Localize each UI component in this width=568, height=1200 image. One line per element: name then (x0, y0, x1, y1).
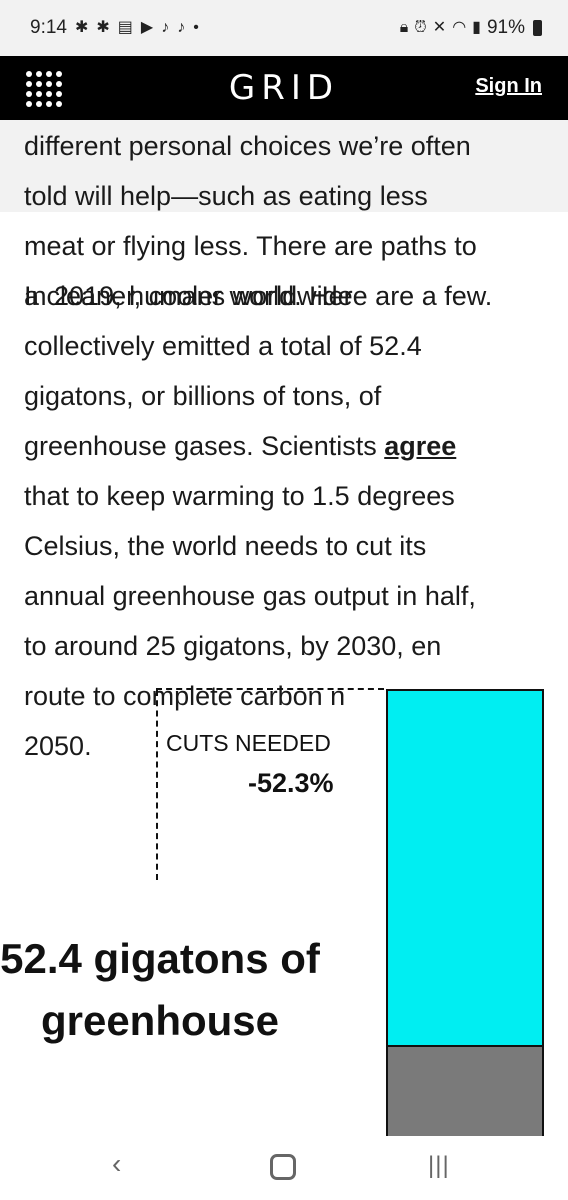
menu-grid-icon[interactable] (26, 71, 62, 107)
status-right: 🔒︎ ⏰︎ ✕ ◠ ▮ 91% (400, 0, 542, 56)
cuts-needed-label: CUTS NEEDED (166, 730, 331, 756)
text-line: to around 25 gigatons, by 2030, en (24, 631, 442, 661)
text-line: In 2019, humans worldwide (24, 281, 353, 311)
wifi-icon: ◠ (452, 19, 467, 36)
tiktok-icon: ♪ (177, 19, 186, 36)
cuts-bracket-top (156, 688, 384, 690)
cuts-needed-value: -52.3% (248, 768, 334, 798)
text-line: told will help—such as eating less (24, 181, 428, 211)
tiktok-icon: ♪ (161, 19, 170, 36)
text-line: greenhouse gases. Scientists (24, 431, 385, 461)
article-paragraph-1: different personal choices we’re often t… (24, 121, 554, 321)
back-icon[interactable]: ‹ (112, 1148, 122, 1179)
recent-apps-icon[interactable]: ||| (428, 1152, 450, 1179)
emissions-cut-segment (388, 691, 542, 1047)
text-line: a cleaner, cooler world. Here are a few. (24, 281, 493, 311)
emissions-bar (386, 689, 544, 1149)
battery-icon (533, 20, 542, 36)
status-left: 9:14 ✱ ✱ ▤ ▶ ♪ ♪ • (30, 0, 199, 56)
site-logo[interactable]: GRID (228, 68, 340, 108)
total-emissions-label: 52.4 gigatons of greenhouse (0, 935, 320, 1044)
text-line: meat or flying less. There are paths to (24, 231, 477, 261)
cuts-bracket-line (156, 690, 158, 880)
status-bar: 9:14 ✱ ✱ ▤ ▶ ♪ ♪ • 🔒︎ ⏰︎ ✕ ◠ ▮ 91% (0, 0, 568, 56)
slack-icon: ✱ (96, 19, 110, 36)
mute-icon: ✕ (432, 19, 447, 36)
text-line: collectively emitted a total of 52.4 (24, 331, 422, 361)
text-line: that to keep warming to 1.5 degrees (24, 481, 455, 511)
text-line: annual greenhouse gas output in half, (24, 581, 476, 611)
article-paragraph-2: collectively emitted a total of 52.4 gig… (24, 321, 554, 771)
home-icon[interactable] (270, 1154, 296, 1180)
signal-icon: ▮ (472, 19, 481, 36)
lock-icon: 🔒︎ (399, 19, 409, 36)
battery-level: 91% (486, 17, 525, 38)
text-line: Celsius, the world needs to cut its (24, 531, 427, 561)
status-time: 9:14 (30, 17, 67, 38)
text-line: gigatons, or billions of tons, of (24, 381, 382, 411)
sticky-band (0, 120, 568, 212)
text-line: 2050. (24, 731, 92, 761)
text-line: different personal choices we’re often (24, 131, 471, 161)
site-header: GRID Sign In (0, 56, 568, 120)
overlay-line: In 2019, humans worldwide (24, 271, 554, 321)
system-nav-bar: ‹ ||| (0, 1136, 568, 1200)
agree-link[interactable]: agree (384, 431, 457, 461)
youtube-icon: ▶ (140, 19, 154, 36)
sign-in-link[interactable]: Sign In (475, 75, 542, 97)
slack-icon: ✱ (74, 19, 89, 36)
text-line: route to complete carbon n (24, 681, 346, 711)
alarm-icon: ⏰︎ (414, 19, 427, 36)
dot-icon: • (193, 19, 199, 36)
message-icon: ▤ (117, 19, 133, 36)
